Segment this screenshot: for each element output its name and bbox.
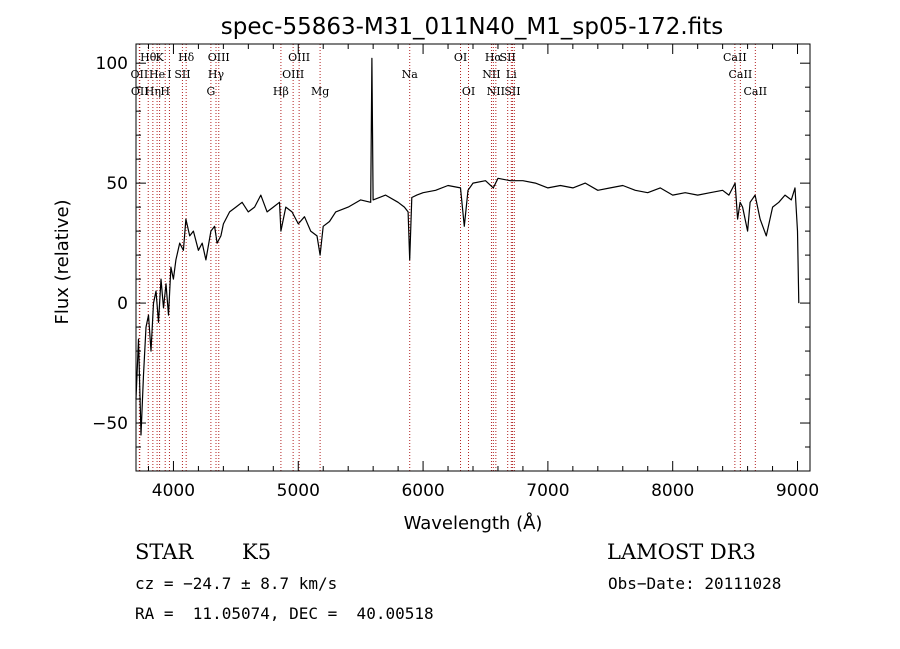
line-marker-label: Li [506,68,517,81]
line-marker-label: OII [131,68,149,81]
line-marker-label: OII [131,85,149,98]
chart-title: spec-55863-M31_011N40_M1_sp05-172.fits [221,14,723,40]
line-marker-label: Na [402,68,419,81]
y-axis-ticks: −50 0 50 100 [92,54,810,448]
line-marker-label: SII [174,68,190,81]
line-marker-label: CaII [729,68,753,81]
line-marker-label: Hη [145,85,161,98]
line-markers [138,44,756,471]
line-marker-label: Hθ [140,51,157,64]
y-tick-label: 100 [96,54,128,74]
line-marker-label: NII [487,85,505,98]
x-tick-label: 6000 [401,481,444,501]
line-marker-label: K [155,51,164,64]
line-marker-label: Hδ [178,51,195,64]
redshift-text: cz = −24.7 ± 8.7 km/s [135,574,338,593]
obs-date: Obs−Date: 20111028 [608,574,782,593]
line-marker-label: Hα [485,51,503,64]
line-marker-label: OIII [282,68,304,81]
line-marker-label: Mg [311,85,329,98]
x-tick-label: 9000 [776,481,819,501]
y-tick-label: 50 [106,174,128,194]
line-marker-label: OI [462,85,475,98]
line-marker-label: H [160,85,170,98]
coordinates-text: RA = 11.05074, DEC = 40.00518 [135,604,434,623]
y-axis-label: Flux (relative) [52,199,73,324]
object-class: STAR [135,540,194,564]
line-marker-label: G [206,85,215,98]
plot-frame [135,43,811,472]
line-marker-label: NII [482,68,500,81]
line-marker-label: OIII [288,51,310,64]
line-marker-label: CaII [743,85,767,98]
x-axis-ticks: 4000 5000 6000 7000 8000 9000 [147,44,819,501]
y-tick-label: −50 [92,414,128,434]
line-marker-label: OIII [208,51,230,64]
series-layer [135,57,800,436]
object-subclass: K5 [242,540,272,564]
x-tick-label: 7000 [526,481,569,501]
line-marker-label: Hβ [273,85,289,98]
line-marker-label: SII [500,51,516,64]
x-tick-label: 8000 [651,481,694,501]
x-tick-label: 4000 [152,481,195,501]
y-tick-label: 0 [117,294,128,314]
survey-name: LAMOST DR3 [607,540,756,564]
line-marker-label: CaII [723,51,747,64]
x-tick-label: 5000 [277,481,320,501]
line-marker-label: He [149,68,165,81]
x-axis-label: Wavelength (Å) [404,512,543,534]
line-marker-label: Hγ [208,68,225,81]
line-marker-label: I [167,68,171,81]
line-marker-label: SII [504,85,520,98]
spectrum-line [135,57,800,436]
line-marker-label: OI [454,51,467,64]
